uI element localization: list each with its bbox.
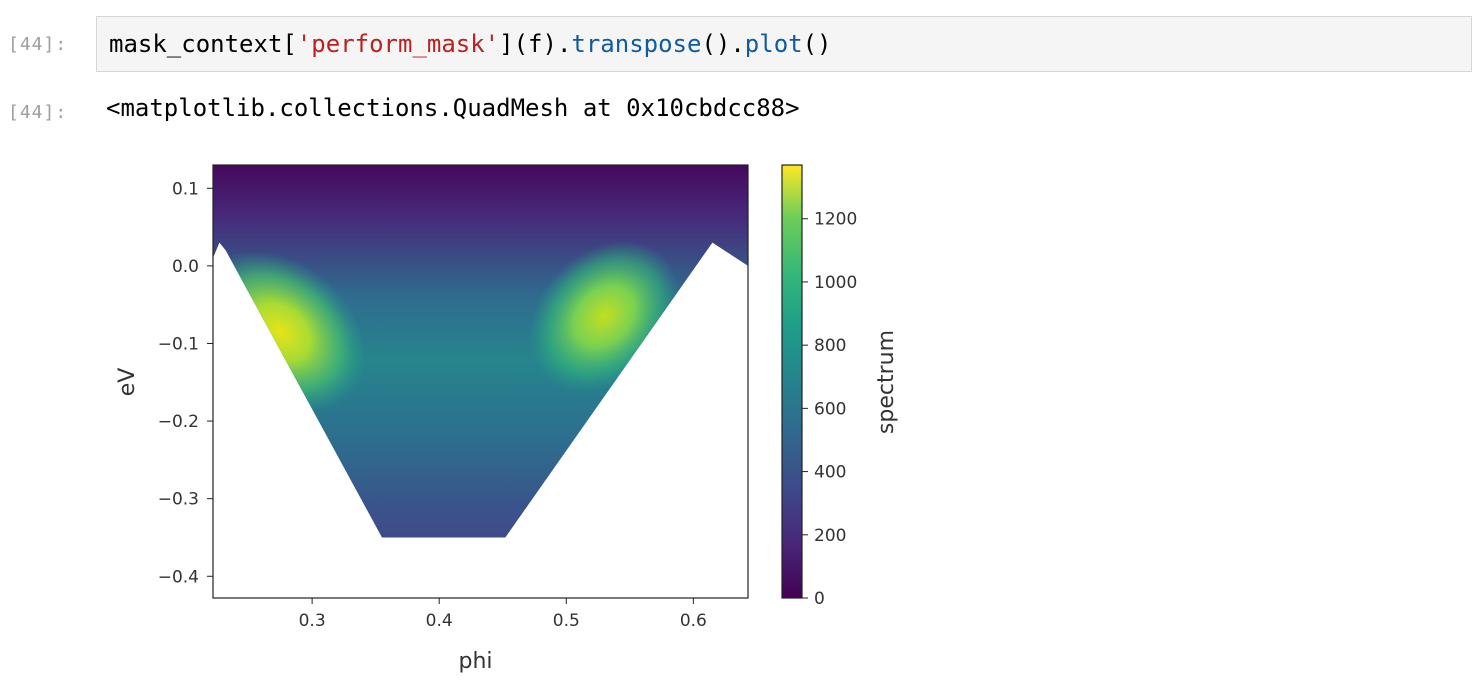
colorbar-tick-label: 1200 <box>814 210 857 230</box>
colorbar-tick-label: 1000 <box>814 273 857 293</box>
y-tick-label: −0.1 <box>158 334 199 354</box>
colorbar: 0 200 400 600 800 1000 1200 spectrum <box>781 164 899 609</box>
y-tick-label: −0.3 <box>158 490 199 510</box>
colorbar-gradient <box>781 164 803 599</box>
colorbar-label: spectrum <box>874 330 899 434</box>
x-axis-label: phi <box>458 649 492 674</box>
output-text: <matplotlib.collections.QuadMesh at 0x10… <box>106 94 800 122</box>
code-cell[interactable]: mask_context['perform_mask'](f).transpos… <box>96 16 1472 72</box>
axes-frame <box>212 164 749 599</box>
x-tick-label: 0.5 <box>553 611 580 631</box>
code-token: ](f). <box>499 30 572 58</box>
code-method-token: plot <box>744 30 803 58</box>
heatmap-field <box>213 165 748 538</box>
colorbar-tick-label: 600 <box>814 399 846 419</box>
code-line[interactable]: mask_context['perform_mask'](f).transpos… <box>109 30 832 58</box>
x-tick-label: 0.4 <box>426 611 453 631</box>
colorbar-tick-label: 200 <box>814 526 846 546</box>
plot-axes: 0.3 0.4 0.5 0.6 0.1 0.0 −0.1 −0.2 −0.3 −0.4 phi eV <box>115 164 749 674</box>
in-prompt: [44]: <box>8 34 68 55</box>
code-token: () <box>802 30 832 58</box>
code-string-token: 'perform_mask' <box>296 30 500 58</box>
x-tick-label: 0.3 <box>299 611 326 631</box>
out-prompt: [44]: <box>8 102 68 123</box>
heatmap-masked-region <box>213 165 748 538</box>
y-tick-label: −0.2 <box>158 412 199 432</box>
y-tick-label: 0.1 <box>172 179 199 199</box>
colorbar-tick-label: 400 <box>814 463 846 483</box>
y-tick-label: −0.4 <box>158 567 199 587</box>
colorbar-tick-label: 800 <box>814 336 846 356</box>
code-token: (). <box>701 30 745 58</box>
colorbar-tick-label: 0 <box>814 589 825 609</box>
y-axis-label: eV <box>115 368 140 397</box>
code-token: mask_context[ <box>109 30 297 58</box>
x-tick-label: 0.6 <box>680 611 707 631</box>
code-method-token: transpose <box>571 30 702 58</box>
heatmap-background <box>213 165 748 538</box>
y-tick-label: 0.0 <box>172 257 199 277</box>
